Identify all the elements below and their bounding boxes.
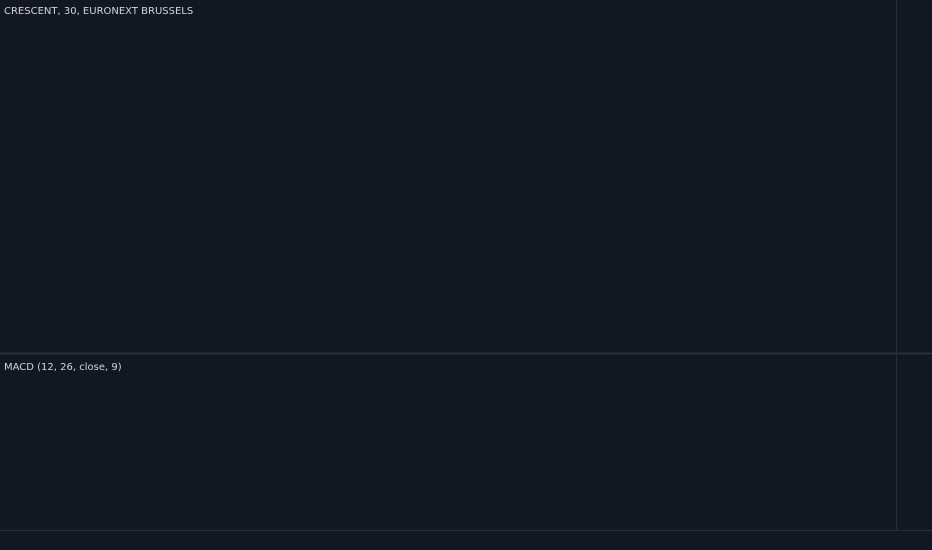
indicator-title: MACD (12, 26, close, 9) — [4, 362, 122, 373]
chart-title: CRESCENT, 30, EURONEXT BRUSSELS — [4, 6, 193, 17]
